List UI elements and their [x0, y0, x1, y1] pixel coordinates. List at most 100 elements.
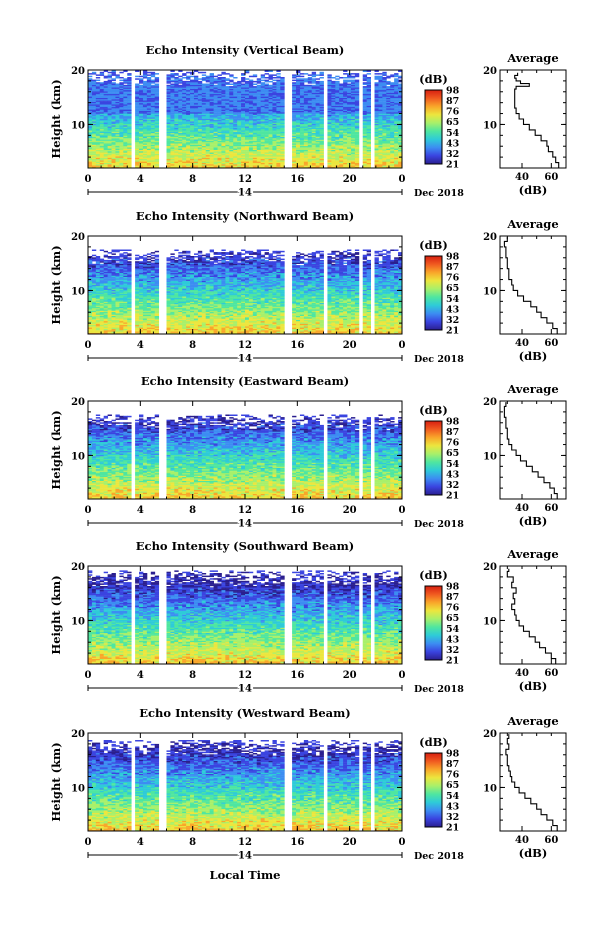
- heatmap-cell: [390, 122, 395, 124]
- heatmap-cell: [382, 132, 387, 135]
- heatmap-cell: [213, 164, 218, 166]
- heatmap-cell: [135, 97, 140, 100]
- heatmap-cell: [88, 114, 93, 117]
- heatmap-cell: [201, 114, 207, 117]
- heatmap-cell: [107, 161, 112, 163]
- heatmap-cell: [190, 105, 195, 108]
- heatmap-cell: [241, 79, 246, 82]
- heatmap-cell: [142, 147, 148, 149]
- heatmap-cell: [103, 121, 109, 123]
- heatmap-cell: [307, 108, 313, 110]
- heatmap-cell: [303, 131, 309, 134]
- heatmap-cell: [260, 90, 266, 92]
- heatmap-cell: [127, 86, 132, 88]
- heatmap-cell: [225, 114, 230, 117]
- heatmap-cell: [190, 101, 195, 104]
- heatmap-cell: [343, 127, 348, 130]
- heatmap-cell: [386, 123, 391, 126]
- heatmap-cell: [178, 132, 183, 135]
- heatmap-cell: [362, 116, 368, 118]
- heatmap-cell: [331, 84, 336, 87]
- heatmap-cell: [390, 152, 395, 154]
- heatmap-cell: [248, 90, 254, 92]
- heatmap-cell: [88, 166, 93, 169]
- heatmap-cell: [319, 165, 324, 167]
- heatmap-cell: [252, 142, 258, 144]
- heatmap-cell: [335, 93, 340, 96]
- heatmap-cell: [217, 86, 222, 88]
- heatmap-cell: [213, 127, 218, 130]
- heatmap-cell: [225, 113, 230, 115]
- heatmap-cell: [260, 119, 266, 122]
- heatmap-cell: [248, 83, 254, 85]
- heatmap-cell: [237, 130, 242, 132]
- heatmap-cell: [394, 140, 399, 143]
- heatmap-cell: [292, 82, 297, 84]
- heatmap-cell: [366, 158, 371, 161]
- heatmap-cell: [154, 157, 160, 160]
- heatmap-cell: [91, 123, 97, 126]
- heatmap-cell: [343, 132, 348, 135]
- heatmap-cell: [190, 132, 195, 135]
- heatmap-cell: [115, 122, 120, 124]
- heatmap-cell: [260, 132, 266, 135]
- heatmap-cell: [229, 157, 234, 160]
- heatmap-cell: [256, 148, 262, 150]
- heatmap-cell: [186, 80, 191, 83]
- heatmap-cell: [111, 134, 116, 136]
- heatmap-cell: [362, 160, 368, 162]
- heatmap-cell: [111, 79, 116, 82]
- heatmap-cell: [311, 134, 317, 136]
- heatmap-cell: [225, 140, 230, 143]
- heatmap-cell: [225, 90, 230, 92]
- heatmap-cell: [331, 108, 336, 110]
- heatmap-cell: [225, 103, 230, 105]
- heatmap-cell: [142, 108, 148, 110]
- heatmap-cell: [99, 161, 105, 163]
- heatmap-cell: [260, 162, 266, 165]
- heatmap-cell: [123, 149, 128, 152]
- heatmap-cell: [95, 119, 101, 122]
- heatmap-cell: [213, 79, 218, 82]
- heatmap-cell: [135, 162, 140, 165]
- heatmap-cell: [99, 90, 105, 92]
- heatmap-cell: [146, 90, 152, 92]
- heatmap-cell: [237, 161, 242, 163]
- heatmap-cell: [347, 105, 352, 108]
- heatmap-cell: [268, 134, 273, 136]
- heatmap-cell: [107, 122, 112, 124]
- heatmap-cell: [390, 127, 395, 130]
- heatmap-cell: [139, 155, 144, 157]
- heatmap-cell: [264, 90, 269, 92]
- heatmap-cell: [107, 136, 112, 139]
- heatmap-cell: [225, 129, 230, 131]
- heatmap-cell: [190, 131, 195, 134]
- heatmap-cell: [386, 83, 391, 85]
- heatmap-cell: [123, 88, 128, 91]
- heatmap-cell: [127, 144, 132, 147]
- heatmap-cell: [248, 158, 254, 161]
- heatmap-cell: [221, 93, 226, 96]
- heatmap-cell: [276, 125, 281, 127]
- heatmap-cell: [205, 130, 211, 132]
- heatmap-cell: [245, 155, 250, 157]
- heatmap-cell: [233, 147, 238, 149]
- heatmap-cell: [139, 86, 144, 88]
- heatmap-cell: [166, 84, 171, 87]
- heatmap-cell: [299, 158, 305, 161]
- heatmap-cell: [241, 110, 246, 113]
- heatmap-cell: [245, 153, 250, 156]
- heatmap-cell: [150, 138, 156, 140]
- heatmap-cell: [146, 92, 152, 95]
- heatmap-cell: [272, 125, 277, 127]
- heatmap-cell: [229, 121, 234, 123]
- heatmap-cell: [378, 157, 383, 160]
- heatmap-cell: [307, 117, 313, 119]
- heatmap-cell: [88, 99, 93, 101]
- heatmap-cell: [315, 93, 320, 96]
- heatmap-cell: [339, 77, 344, 79]
- heatmap-cell: [260, 113, 266, 115]
- heatmap-cell: [201, 166, 207, 169]
- heatmap-cell: [241, 155, 246, 157]
- heatmap-cell: [225, 119, 230, 122]
